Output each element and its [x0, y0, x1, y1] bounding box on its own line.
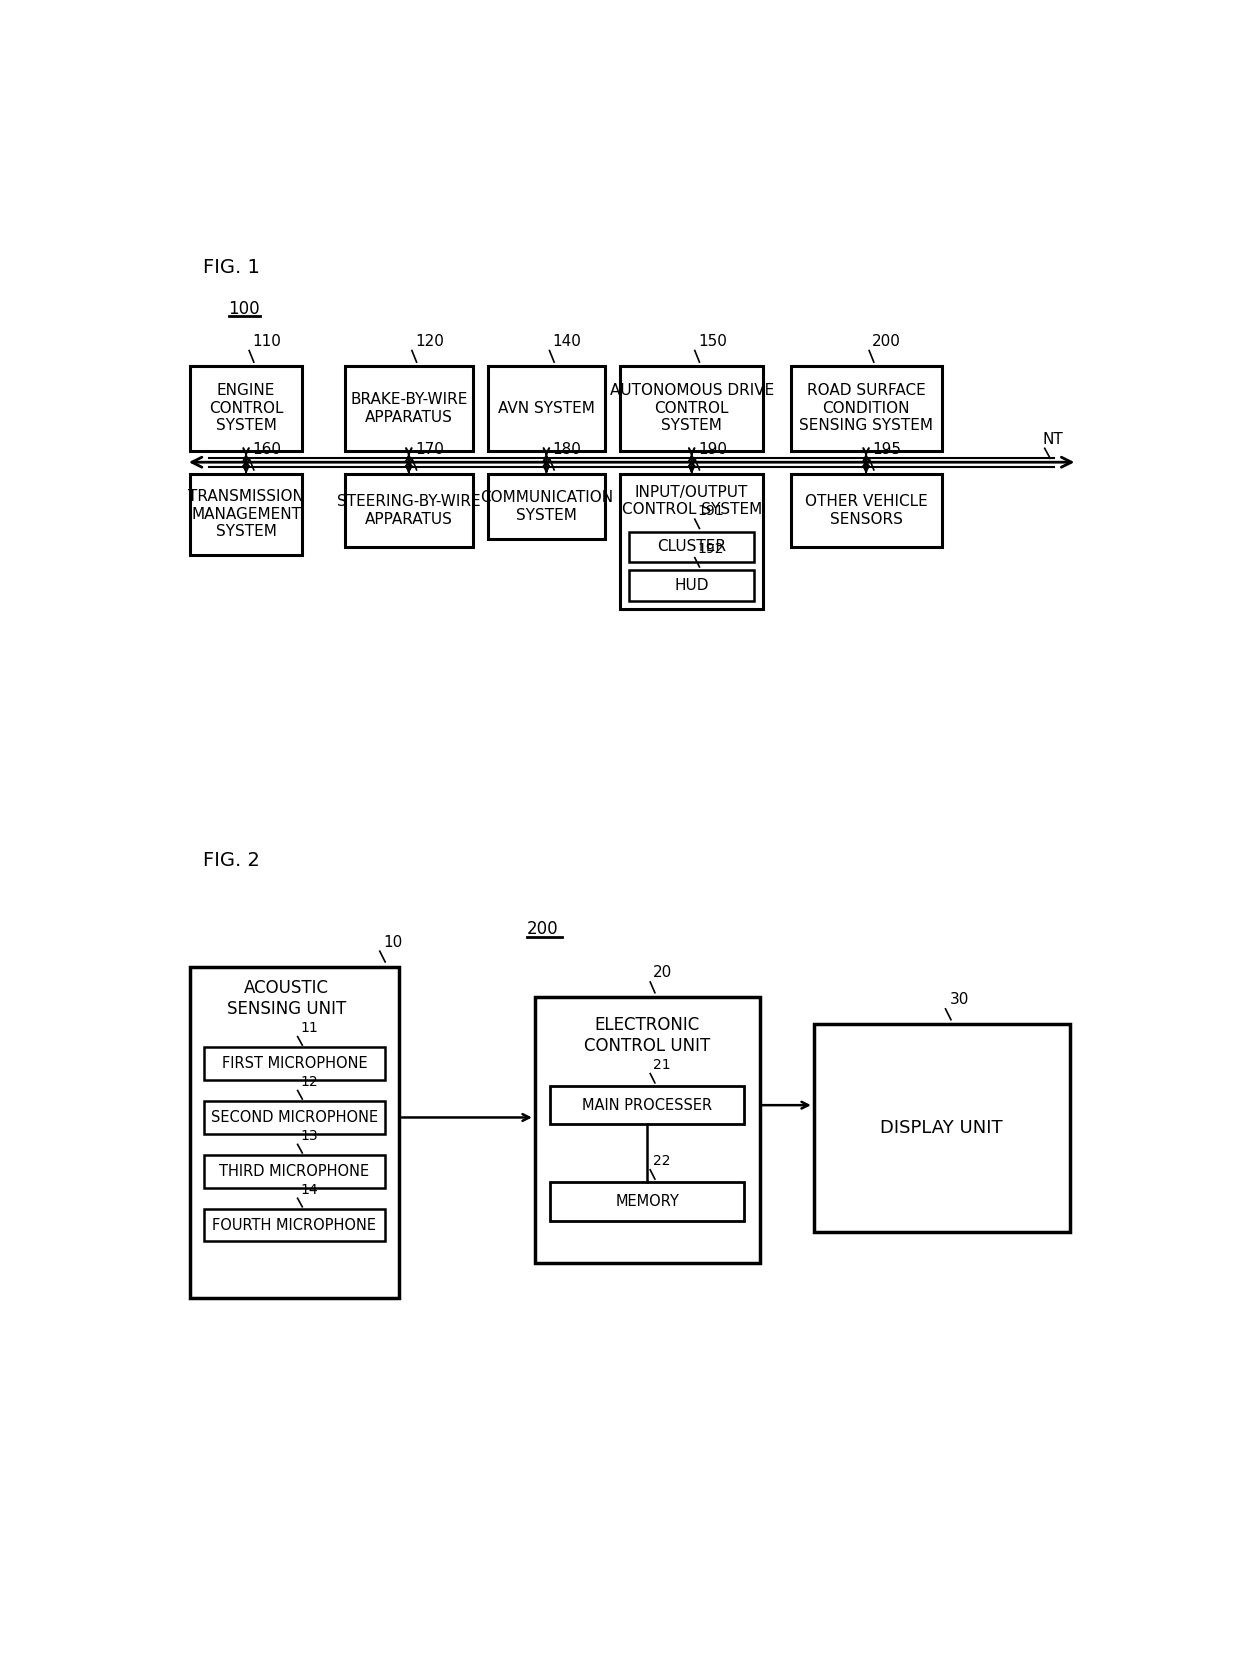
Bar — [203, 1209, 386, 1241]
Text: 20: 20 — [653, 965, 672, 980]
Bar — [190, 967, 399, 1298]
Text: 21: 21 — [653, 1059, 671, 1072]
Text: FIRST MICROPHONE: FIRST MICROPHONE — [222, 1055, 367, 1070]
Bar — [190, 366, 303, 451]
Text: 12: 12 — [301, 1075, 319, 1089]
Text: THIRD MICROPHONE: THIRD MICROPHONE — [219, 1164, 370, 1179]
Bar — [203, 1156, 386, 1187]
Text: 13: 13 — [301, 1129, 319, 1142]
Bar — [620, 474, 764, 608]
Bar — [489, 474, 605, 539]
Text: ELECTRONIC
CONTROL UNIT: ELECTRONIC CONTROL UNIT — [584, 1017, 711, 1055]
Text: CLUSTER: CLUSTER — [657, 539, 727, 554]
Text: 190: 190 — [698, 443, 727, 458]
Text: SECOND MICROPHONE: SECOND MICROPHONE — [211, 1111, 378, 1126]
Text: TRANSMISSION
MANAGEMENT
SYSTEM: TRANSMISSION MANAGEMENT SYSTEM — [188, 489, 304, 539]
Bar — [345, 366, 472, 451]
Text: 30: 30 — [950, 992, 968, 1007]
Text: INPUT/OUTPUT
CONTROL SYSTEM: INPUT/OUTPUT CONTROL SYSTEM — [621, 484, 761, 518]
Bar — [203, 1101, 386, 1134]
Text: 10: 10 — [383, 935, 403, 950]
Bar — [489, 366, 605, 451]
Bar — [620, 366, 764, 451]
Text: FOURTH MICROPHONE: FOURTH MICROPHONE — [212, 1217, 377, 1232]
Text: 150: 150 — [698, 334, 727, 349]
Text: MEMORY: MEMORY — [615, 1194, 680, 1209]
Text: ACOUSTIC
SENSING UNIT: ACOUSTIC SENSING UNIT — [227, 980, 346, 1019]
Bar — [813, 1024, 1069, 1232]
Text: COMMUNICATION
SYSTEM: COMMUNICATION SYSTEM — [480, 491, 613, 523]
Text: 14: 14 — [301, 1182, 319, 1197]
Text: MAIN PROCESSER: MAIN PROCESSER — [582, 1097, 712, 1112]
Text: 200: 200 — [527, 920, 559, 939]
Text: STEERING-BY-WIRE
APPARATUS: STEERING-BY-WIRE APPARATUS — [337, 494, 481, 526]
Text: FIG. 1: FIG. 1 — [203, 259, 260, 277]
Text: 191: 191 — [698, 504, 724, 518]
Text: AUTONOMOUS DRIVE
CONTROL
SYSTEM: AUTONOMOUS DRIVE CONTROL SYSTEM — [610, 384, 774, 433]
Text: AVN SYSTEM: AVN SYSTEM — [498, 401, 595, 416]
Text: HUD: HUD — [675, 578, 709, 593]
Bar — [551, 1182, 744, 1221]
Text: OTHER VEHICLE
SENSORS: OTHER VEHICLE SENSORS — [805, 494, 928, 526]
Text: 140: 140 — [553, 334, 582, 349]
Bar — [345, 474, 472, 546]
Text: 100: 100 — [228, 301, 260, 319]
Text: 22: 22 — [653, 1154, 671, 1169]
Text: BRAKE-BY-WIRE
APPARATUS: BRAKE-BY-WIRE APPARATUS — [350, 392, 467, 424]
Text: DISPLAY UNIT: DISPLAY UNIT — [880, 1119, 1003, 1137]
Text: FIG. 2: FIG. 2 — [203, 852, 260, 870]
Text: ENGINE
CONTROL
SYSTEM: ENGINE CONTROL SYSTEM — [208, 384, 283, 433]
Bar — [203, 1047, 386, 1080]
Text: NT: NT — [1043, 433, 1063, 448]
Bar — [629, 569, 754, 601]
Text: 170: 170 — [415, 443, 444, 458]
Bar — [791, 474, 941, 546]
Text: 195: 195 — [872, 443, 901, 458]
Text: 120: 120 — [415, 334, 444, 349]
Bar — [791, 366, 941, 451]
Text: 110: 110 — [252, 334, 281, 349]
Bar — [629, 531, 754, 563]
Text: 160: 160 — [252, 443, 281, 458]
Text: 200: 200 — [872, 334, 901, 349]
Text: 192: 192 — [698, 543, 724, 556]
Bar — [551, 1086, 744, 1124]
Text: 11: 11 — [301, 1020, 319, 1035]
Bar — [534, 997, 759, 1263]
Text: ROAD SURFACE
CONDITION
SENSING SYSTEM: ROAD SURFACE CONDITION SENSING SYSTEM — [799, 384, 932, 433]
Text: 180: 180 — [553, 443, 582, 458]
Bar — [190, 474, 303, 554]
